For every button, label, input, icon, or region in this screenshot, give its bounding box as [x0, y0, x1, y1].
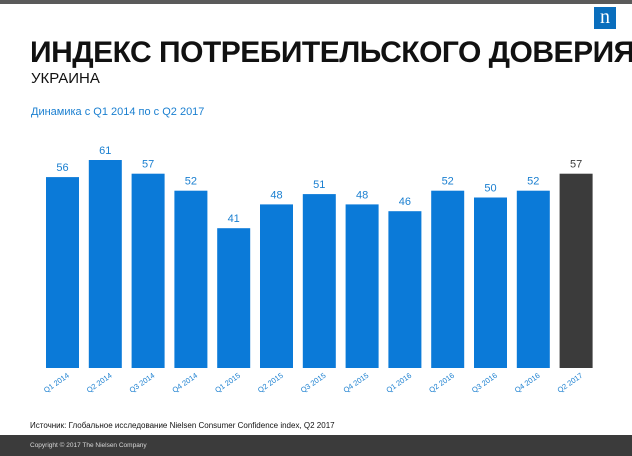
chart-period-label: Динамика с Q1 2014 по с Q2 2017 — [31, 106, 205, 118]
value-label: 52 — [185, 176, 197, 188]
top-bar — [0, 0, 632, 4]
page-subtitle: УКРАИНА — [31, 70, 100, 87]
bar-q4-2016 — [516, 190, 550, 368]
bar-q2-2017 — [559, 173, 593, 368]
x-tick-label: Q1 2014 — [42, 371, 71, 395]
value-label: 56 — [56, 162, 68, 174]
bar-q3-2014 — [131, 173, 165, 368]
bar-q1-2016 — [388, 211, 422, 368]
x-tick-label: Q2 2015 — [256, 371, 285, 395]
tick-labels-group: Q1 2014 Q2 2014 Q3 2014 Q4 2014 Q1 2015 Q2 20… — [42, 371, 584, 395]
bar-q2-2015 — [260, 204, 293, 368]
page-title: ИНДЕКС ПОТРЕБИТЕЛЬСКОГО ДОВЕРИЯ — [30, 36, 632, 69]
x-tick-label: Q4 2014 — [170, 371, 199, 395]
x-tick-label: Q1 2016 — [384, 371, 413, 395]
bar-q4-2015 — [345, 204, 379, 368]
x-tick-label: Q2 2016 — [427, 371, 456, 395]
x-tick-label: Q1 2015 — [213, 371, 242, 395]
bar-q1-2015 — [217, 228, 251, 368]
value-label: 46 — [399, 196, 411, 208]
bars-group — [46, 160, 593, 368]
x-tick-label: Q3 2016 — [470, 371, 499, 395]
x-tick-label: Q3 2015 — [299, 371, 328, 395]
copyright-text: Copyright © 2017 The Nielsen Company — [30, 442, 147, 449]
bar-q3-2015 — [302, 194, 336, 368]
bar-q4-2014 — [174, 190, 208, 368]
value-label: 51 — [313, 179, 325, 191]
x-tick-label: Q4 2016 — [513, 371, 542, 395]
x-tick-label: Q2 2017 — [556, 371, 585, 395]
bar-q1-2014 — [46, 177, 79, 368]
x-tick-label: Q2 2014 — [85, 371, 114, 395]
nielsen-logo-icon: n — [594, 7, 616, 29]
value-label: 52 — [442, 176, 454, 188]
bar-q2-2014 — [88, 160, 122, 368]
x-tick-label: Q3 2014 — [128, 371, 157, 395]
bar-q2-2016 — [431, 190, 465, 368]
x-tick-label: Q4 2015 — [342, 371, 371, 395]
footer-bar — [0, 435, 632, 456]
value-label: 41 — [228, 213, 240, 225]
source-note: Источник: Глобальное исследование Nielse… — [30, 421, 335, 430]
bar-q3-2016 — [474, 197, 507, 368]
value-label: 57 — [570, 159, 582, 171]
value-labels-group: 56 61 57 52 41 48 51 48 46 52 50 52 57 — [56, 145, 582, 225]
value-label: 57 — [142, 159, 154, 171]
value-label: 52 — [527, 176, 539, 188]
value-label: 48 — [356, 189, 368, 201]
value-label: 61 — [99, 145, 111, 157]
value-label: 50 — [484, 183, 496, 195]
value-label: 48 — [270, 189, 282, 201]
